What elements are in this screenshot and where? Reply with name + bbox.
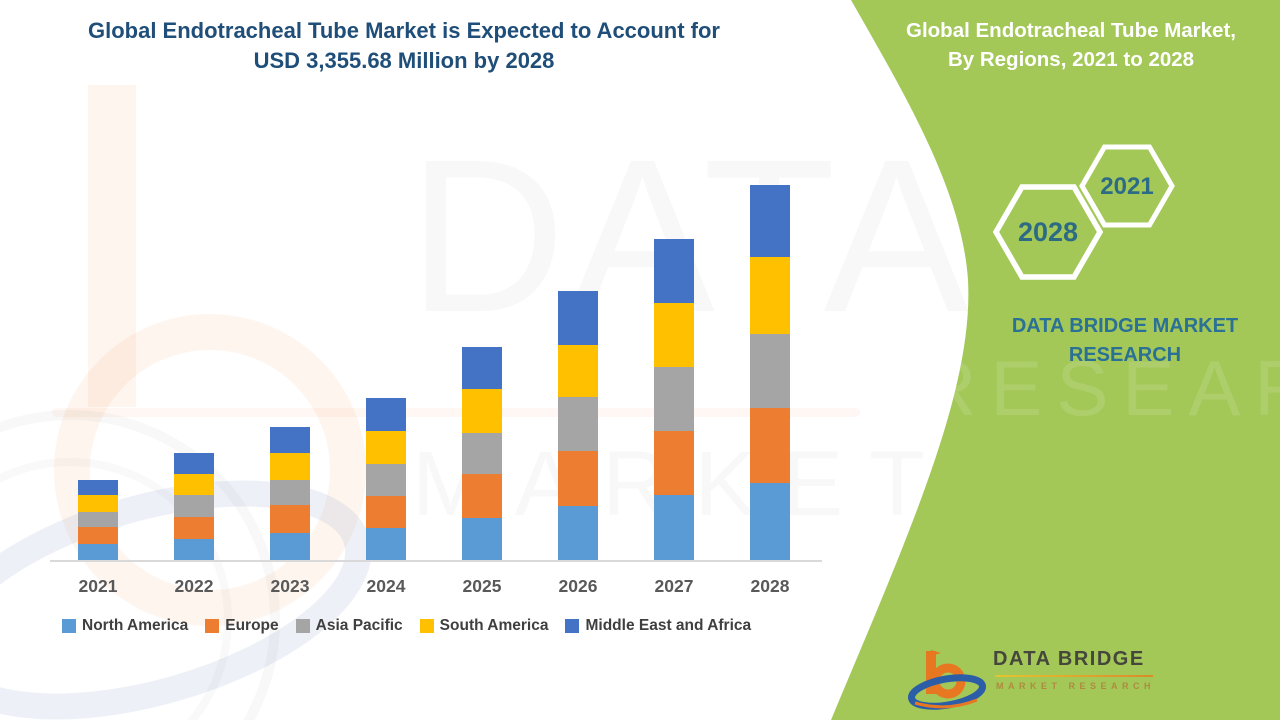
legend-swatch-icon [419, 619, 434, 633]
bar-segment-south-america-2021 [78, 494, 118, 512]
title-line-1: Global Endotracheal Tube Market is Expec… [88, 18, 720, 43]
legend-label: Asia Pacific [315, 617, 403, 634]
x-axis-label-2024: 2024 [366, 576, 406, 596]
hexagon-badge-2028-label: 2028 [1017, 217, 1079, 247]
bar-segment-middle-east-and-africa-2027 [654, 238, 694, 303]
legend-swatch-icon [205, 619, 220, 633]
logo-subtitle: MARKET RESEARCH [996, 681, 1156, 691]
legend-swatch-icon [295, 619, 310, 633]
bar-segment-middle-east-and-africa-2028 [750, 185, 790, 258]
legend-label: Middle East and Africa [585, 617, 752, 634]
green-watermark: RESEARCH [920, 344, 1280, 432]
x-axis-label-2025: 2025 [462, 576, 502, 596]
legend-label: North America [82, 617, 189, 634]
bar-segment-europe-2024 [366, 495, 406, 528]
x-axis-label-2028: 2028 [750, 576, 790, 596]
bar-segment-south-america-2027 [654, 302, 694, 367]
bar-segment-north-america-2023 [270, 532, 310, 560]
logo-wordmark: DATA BRIDGE [993, 648, 1145, 670]
legend-item-asia-pacific: Asia Pacific [295, 617, 403, 635]
logo-underline [995, 675, 1153, 677]
x-axis-label-2027: 2027 [654, 576, 694, 596]
legend-item-south-america: South America [419, 617, 549, 635]
bar-segment-europe-2023 [270, 505, 310, 533]
legend-label: Europe [225, 617, 279, 634]
bar-segment-middle-east-and-africa-2026 [558, 290, 598, 345]
bar-segment-north-america-2028 [750, 483, 790, 560]
x-axis-line [50, 560, 822, 562]
bar-segment-asia-pacific-2028 [750, 334, 790, 409]
bar-segment-south-america-2025 [462, 389, 502, 433]
bar-segment-north-america-2021 [78, 543, 118, 560]
side-title-line-2: By Regions, 2021 to 2028 [947, 48, 1195, 72]
bar-segment-asia-pacific-2021 [78, 511, 118, 527]
bar-segment-asia-pacific-2023 [270, 480, 310, 506]
bar-segment-north-america-2027 [654, 494, 694, 560]
bar-segment-north-america-2022 [174, 538, 214, 560]
x-axis-label-2021: 2021 [78, 576, 118, 596]
side-panel-title: Global Endotracheal Tube Market, By Regi… [872, 16, 1270, 74]
legend-label: South America [439, 617, 549, 634]
bar-segment-asia-pacific-2024 [366, 463, 406, 496]
bar-segment-asia-pacific-2026 [558, 396, 598, 452]
legend-item-north-america: North America [62, 617, 188, 635]
bar-segment-south-america-2022 [174, 474, 214, 496]
bar-segment-south-america-2024 [366, 430, 406, 464]
chart-main-title: Global Endotracheal Tube Market is Expec… [58, 16, 750, 77]
left-logo-watermark [0, 85, 372, 720]
bar-segment-asia-pacific-2025 [462, 432, 502, 475]
bar-segment-europe-2026 [558, 451, 598, 506]
legend-item-europe: Europe [205, 617, 279, 635]
side-title-line-1: Global Endotracheal Tube Market, [906, 19, 1236, 42]
bar-segment-europe-2025 [462, 474, 502, 518]
legend-item-middle-east-and-africa: Middle East and Africa [565, 617, 751, 635]
bar-segment-asia-pacific-2022 [174, 495, 214, 517]
title-line-2: USD 3,355.68 Million by 2028 [253, 48, 555, 74]
chart-legend: North America Europe Asia Pacific South Ame… [62, 617, 751, 635]
databridge-logo-icon [907, 650, 987, 710]
bar-segment-north-america-2024 [366, 527, 406, 560]
bar-segment-europe-2022 [174, 516, 214, 539]
bar-segment-north-america-2025 [462, 517, 502, 560]
side-panel-brand-text: DATA BRIDGE MARKET RESEARCH [955, 312, 1280, 370]
brand-line-1: DATA BRIDGE MARKET [1011, 315, 1239, 337]
hexagon-2028 [992, 184, 1104, 280]
legend-swatch-icon [565, 619, 580, 633]
bar-segment-north-america-2026 [558, 505, 598, 560]
bar-segment-middle-east-and-africa-2023 [270, 426, 310, 453]
bar-segment-middle-east-and-africa-2022 [174, 452, 214, 475]
hexagon-2021 [1079, 144, 1175, 228]
bar-segment-south-america-2023 [270, 452, 310, 481]
bar-segment-europe-2028 [750, 408, 790, 484]
brand-line-2: RESEARCH [1068, 344, 1182, 366]
bar-segment-south-america-2026 [558, 344, 598, 397]
x-axis-label-2023: 2023 [270, 576, 310, 596]
bar-segment-asia-pacific-2027 [654, 366, 694, 431]
bar-segment-middle-east-and-africa-2024 [366, 398, 406, 431]
bar-segment-europe-2021 [78, 526, 118, 544]
x-axis-label-2022: 2022 [174, 576, 214, 596]
watermark-band [52, 408, 860, 417]
x-axis-label-2026: 2026 [558, 576, 598, 596]
bar-segment-south-america-2028 [750, 257, 790, 335]
bar-segment-europe-2027 [654, 430, 694, 495]
legend-swatch-icon [62, 619, 76, 633]
stacked-bar-chart: 2021 2022 2023 2024 2025 2026 2027 2028 [78, 185, 790, 596]
bar-segment-middle-east-and-africa-2025 [462, 346, 502, 390]
hexagon-badge-2021-label: 2021 [1100, 173, 1154, 200]
bar-segment-middle-east-and-africa-2021 [78, 479, 118, 495]
hexagon-badges [992, 144, 1175, 280]
